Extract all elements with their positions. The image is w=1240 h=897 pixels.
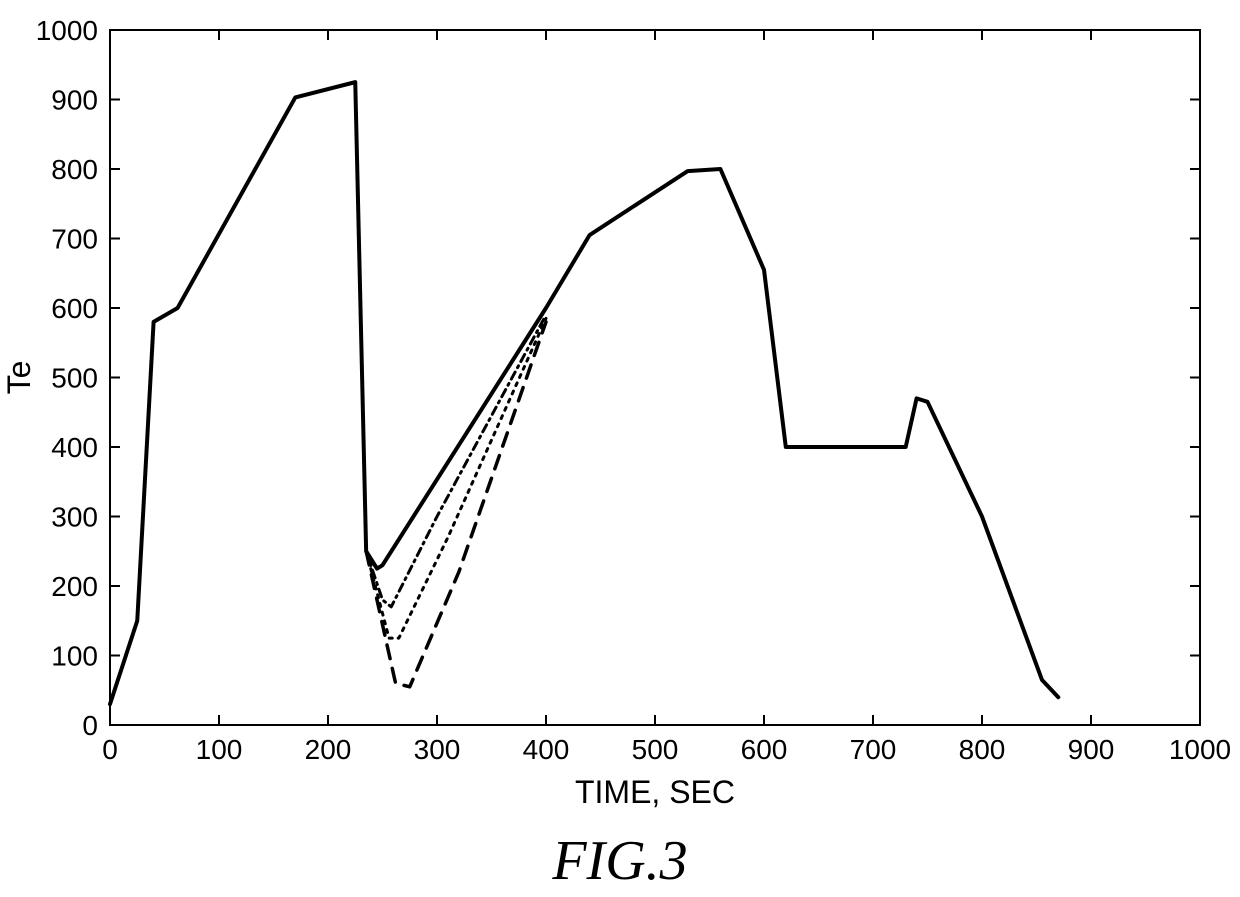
y-tick-label: 700 bbox=[51, 224, 98, 255]
figure-caption: FIG.3 bbox=[551, 830, 687, 892]
x-tick-label: 100 bbox=[196, 734, 243, 765]
y-tick-label: 100 bbox=[51, 641, 98, 672]
y-tick-label: 600 bbox=[51, 293, 98, 324]
x-axis-label: TIME, SEC bbox=[575, 774, 735, 810]
y-tick-label: 0 bbox=[82, 710, 98, 741]
chart-figure: 01002003004005006007008009001000TIME, SE… bbox=[0, 0, 1240, 897]
x-tick-label: 200 bbox=[305, 734, 352, 765]
y-tick-label: 1000 bbox=[36, 15, 98, 46]
y-tick-label: 300 bbox=[51, 502, 98, 533]
x-tick-label: 300 bbox=[414, 734, 461, 765]
x-tick-label: 1000 bbox=[1169, 734, 1231, 765]
x-tick-label: 700 bbox=[850, 734, 897, 765]
y-tick-label: 200 bbox=[51, 571, 98, 602]
x-tick-label: 500 bbox=[632, 734, 679, 765]
y-axis-label: Te bbox=[1, 361, 37, 395]
x-tick-label: 600 bbox=[741, 734, 788, 765]
y-tick-label: 800 bbox=[51, 154, 98, 185]
chart-background bbox=[0, 0, 1240, 897]
x-tick-label: 800 bbox=[959, 734, 1006, 765]
x-tick-label: 400 bbox=[523, 734, 570, 765]
x-tick-label: 0 bbox=[102, 734, 118, 765]
y-tick-label: 900 bbox=[51, 85, 98, 116]
y-tick-label: 400 bbox=[51, 432, 98, 463]
y-tick-label: 500 bbox=[51, 363, 98, 394]
x-tick-label: 900 bbox=[1068, 734, 1115, 765]
chart-svg: 01002003004005006007008009001000TIME, SE… bbox=[0, 0, 1240, 897]
